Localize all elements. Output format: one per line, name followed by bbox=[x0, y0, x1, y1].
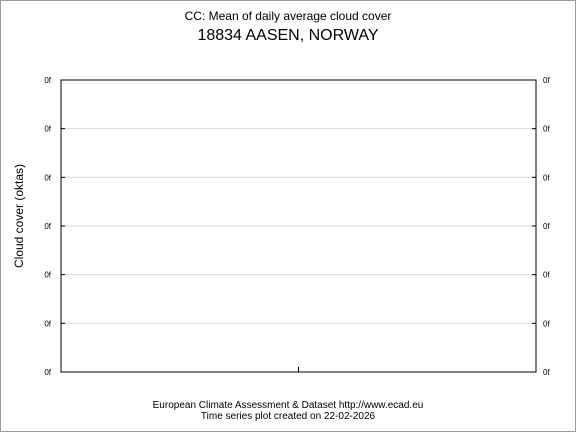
y-tick-label-left: 0f bbox=[44, 271, 51, 280]
chart-subtitle: 18834 AASEN, NORWAY bbox=[197, 27, 379, 44]
plot-border bbox=[60, 79, 537, 373]
y-tick-label-left: 0f bbox=[44, 125, 51, 134]
y-tick-label-right: 0f bbox=[543, 76, 550, 85]
footer-source: European Climate Assessment & Dataset ht… bbox=[152, 400, 424, 411]
chart-title: CC: Mean of daily average cloud cover bbox=[184, 9, 392, 23]
y-tick-label-left: 0f bbox=[44, 368, 51, 377]
y-tick-label-right: 0f bbox=[543, 368, 550, 377]
footer-created: Time series plot created on 22-02-2026 bbox=[200, 411, 376, 422]
y-tick-label-left: 0f bbox=[44, 76, 51, 85]
y-tick-label-right: 0f bbox=[543, 319, 550, 328]
y-tick-label-right: 0f bbox=[543, 222, 550, 231]
y-tick-label-left: 0f bbox=[44, 319, 51, 328]
y-tick-label-right: 0f bbox=[543, 125, 550, 134]
y-tick-label-left: 0f bbox=[44, 173, 51, 182]
y-tick-label-left: 0f bbox=[44, 222, 51, 231]
y-tick-label-right: 0f bbox=[543, 271, 550, 280]
y-tick-label-right: 0f bbox=[543, 173, 550, 182]
